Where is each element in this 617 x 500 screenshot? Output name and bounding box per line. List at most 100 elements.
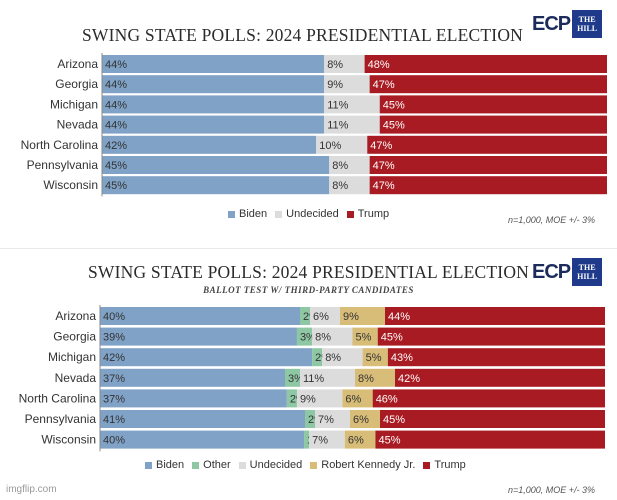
chart-2-bar-nevada-robert-kennedy-jr — [355, 368, 395, 387]
chart-2-legend: Biden Other Undecided Robert Kennedy Jr. Tru… — [145, 459, 474, 471]
chart-2-bar-north-carolina-robert-kennedy-jr — [342, 389, 373, 408]
chart-1-category-nevada: Nevada — [57, 118, 99, 132]
chart-1-legend-biden: Biden — [228, 208, 267, 220]
chart-1-note: n=1,000, MOE +/- 3% — [508, 215, 596, 225]
chart-2-label-wisconsin-robert-kennedy-jr: 6% — [348, 435, 364, 447]
chart-2-bar-nevada-other — [285, 368, 300, 387]
chart-2-label-pennsylvania-trump: 45% — [383, 414, 405, 426]
chart-1-bar-nevada-biden — [102, 115, 325, 134]
chart-1-label-north-carolina-biden: 42% — [105, 140, 127, 152]
chart-2-bar-michigan-biden — [100, 348, 313, 367]
chart-1-bar-pennsylvania-undecided — [329, 156, 370, 174]
chart-2-bar-michigan-other — [312, 348, 323, 367]
chart-2-label-georgia-trump: 45% — [381, 332, 403, 344]
chart-2-category-pennsylvania: Pennsylvania — [25, 412, 97, 426]
chart-2-bar-north-carolina-biden — [100, 389, 287, 408]
chart-1-category-michigan: Michigan — [50, 97, 98, 111]
chart-1-label-north-carolina-trump: 47% — [370, 140, 392, 152]
chart-1-label-nevada-trump: 45% — [383, 120, 405, 132]
chart-2-label-north-carolina-robert-kennedy-jr: 6% — [345, 393, 361, 405]
chart-2-label-michigan-trump: 43% — [391, 352, 413, 364]
chart-2-bar-georgia-other — [296, 327, 313, 346]
chart-1-label-michigan-biden: 44% — [105, 99, 127, 111]
chart-1-bar-nevada-undecided — [324, 115, 380, 134]
chart-2-label-nevada-robert-kennedy-jr: 8% — [358, 373, 374, 385]
chart-2-label-pennsylvania-biden: 41% — [103, 414, 125, 426]
the-hill-logo-2: THE HILL — [572, 258, 603, 286]
chart-1-category-arizona: Arizona — [57, 57, 98, 71]
chart-2-category-arizona: Arizona — [55, 309, 96, 323]
chart-1-label-georgia-biden: 44% — [105, 79, 127, 91]
chart-1-logo: ECP THE HILL — [532, 10, 603, 38]
chart-2-bar-nevada-trump — [395, 368, 605, 387]
chart-2-label-georgia-robert-kennedy-jr: 5% — [356, 332, 372, 344]
chart-1-label-arizona-undecided: 8% — [327, 59, 343, 71]
legend-swatch — [145, 461, 152, 469]
ecp-logo-2: ECP — [532, 260, 571, 283]
chart-2-label-north-carolina-biden: 37% — [103, 393, 125, 405]
chart-2-label-georgia-biden: 39% — [103, 332, 125, 344]
chart-2-category-michigan: Michigan — [48, 350, 96, 364]
the-hill-logo: THE HILL — [572, 10, 603, 38]
ecp-logo: ECP — [532, 12, 571, 35]
chart-divider — [0, 248, 617, 249]
chart-2-bar-wisconsin-robert-kennedy-jr — [344, 430, 376, 449]
chart-1-bar-michigan-undecided — [324, 95, 380, 114]
chart-1-bar-wisconsin-biden — [102, 176, 330, 195]
legend-swatch — [238, 461, 246, 469]
chart-1-bar-pennsylvania-biden — [102, 156, 330, 174]
chart-1-category-wisconsin: Wisconsin — [43, 178, 98, 192]
chart-2-label-wisconsin-undecided: 7% — [312, 435, 328, 447]
chart-2-bar-georgia-biden — [100, 327, 297, 346]
chart-2-bar-arizona-other — [300, 307, 310, 325]
chart-2-category-georgia: Georgia — [53, 330, 96, 344]
chart-2-legend-trump: Trump — [423, 459, 466, 471]
chart-1-bar-north-carolina-undecided — [316, 135, 368, 154]
chart-2-title: SWING STATE POLLS: 2024 PRESIDENTIAL ELE… — [87, 262, 530, 282]
chart-1-bar-nevada-trump — [379, 115, 607, 134]
legend-swatch — [192, 461, 200, 469]
chart-2-legend-biden: Biden — [145, 459, 184, 471]
chart-1-legend: Biden Undecided Trump — [228, 208, 397, 220]
chart-2-label-wisconsin-trump: 45% — [378, 435, 400, 447]
chart-1-label-michigan-trump: 45% — [383, 99, 405, 111]
chart-2-label-north-carolina-trump: 46% — [376, 393, 398, 405]
chart-2-label-michigan-biden: 42% — [103, 352, 125, 364]
chart-1-bar-wisconsin-undecided — [329, 176, 370, 195]
chart-2-label-michigan-undecided: 8% — [325, 352, 341, 364]
chart-2-bar-michigan-undecided — [322, 348, 363, 367]
chart-2-bar-georgia-robert-kennedy-jr — [352, 327, 378, 346]
chart-2-bar-nevada-biden — [100, 368, 285, 387]
chart-1-label-wisconsin-trump: 47% — [373, 180, 395, 192]
chart-2-bar-north-carolina-other — [286, 389, 297, 408]
chart-1-bar-michigan-biden — [102, 95, 325, 114]
chart-2-label-pennsylvania-robert-kennedy-jr: 6% — [353, 414, 369, 426]
chart-2-bar-wisconsin-biden — [100, 430, 305, 449]
chart-2-bar-arizona-robert-kennedy-jr — [340, 307, 385, 325]
chart-2-label-nevada-undecided: 11% — [303, 373, 324, 385]
chart-2-bar-georgia-trump — [377, 327, 605, 346]
chart-2-bar-pennsylvania-trump — [380, 410, 605, 428]
chart-1-label-north-carolina-undecided: 10% — [319, 140, 341, 152]
legend-swatch — [346, 210, 354, 218]
chart-2-logo: ECP THE HILL — [532, 258, 603, 286]
chart-2-bar-nevada-undecided — [300, 368, 355, 387]
chart-2-bar-wisconsin-other — [304, 430, 310, 449]
chart-2-label-north-carolina-undecided: 9% — [300, 393, 316, 405]
chart-2-legend-robert-kennedy-jr: Robert Kennedy Jr. — [310, 459, 415, 471]
chart-1-label-pennsylvania-undecided: 8% — [332, 160, 348, 172]
chart-1-category-pennsylvania: Pennsylvania — [27, 158, 99, 172]
chart-2-note: n=1,000, MOE +/- 3% — [508, 485, 596, 495]
chart-2-label-arizona-biden: 40% — [103, 311, 125, 323]
chart-1-label-michigan-undecided: 11% — [327, 99, 348, 111]
chart-1-legend-undecided: Undecided — [275, 208, 339, 220]
chart-1-title: SWING STATE POLLS: 2024 PRESIDENTIAL ELE… — [81, 25, 524, 45]
chart-1-bar-georgia-biden — [102, 75, 325, 94]
chart-2-subtitle: BALLOT TEST W/ THIRD-PARTY CANDIDATES — [203, 285, 414, 295]
legend-swatch — [310, 461, 318, 469]
chart-1-bar-arizona-trump — [364, 55, 607, 73]
chart-2-label-nevada-biden: 37% — [103, 373, 125, 385]
chart-1-label-wisconsin-biden: 45% — [105, 180, 127, 192]
chart-1-category-north-carolina: North Carolina — [21, 138, 99, 152]
chart-1-label-nevada-undecided: 11% — [327, 120, 348, 132]
